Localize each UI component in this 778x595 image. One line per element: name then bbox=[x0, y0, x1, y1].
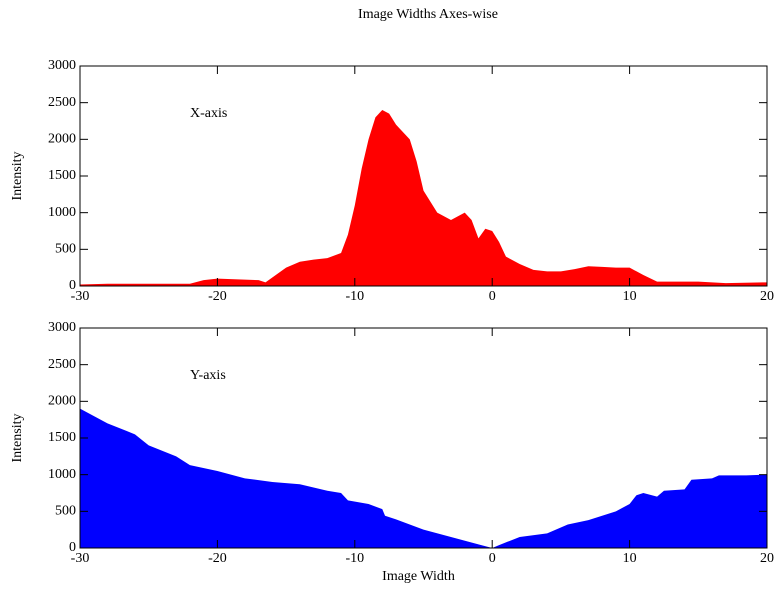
y-tick-label: 0 bbox=[69, 278, 76, 293]
x-tick-label: -20 bbox=[208, 551, 227, 566]
figure-title: Image Widths Axes-wise bbox=[358, 7, 498, 22]
annotation: X-axis bbox=[190, 106, 227, 121]
area bbox=[80, 408, 767, 548]
x-tick-label: 0 bbox=[489, 551, 496, 566]
y-tick-label: 0 bbox=[69, 540, 76, 555]
x-tick-label: -20 bbox=[208, 289, 227, 304]
y-tick-label: 1000 bbox=[48, 205, 76, 220]
y-tick-label: 500 bbox=[55, 504, 76, 519]
x-tick-label: -10 bbox=[345, 289, 364, 304]
y-tick-label: 1500 bbox=[48, 430, 76, 445]
x-tick-label: -10 bbox=[345, 551, 364, 566]
x-tick-label: -30 bbox=[71, 551, 90, 566]
y-tick-label: 2000 bbox=[48, 394, 76, 409]
x-tick-label: 20 bbox=[760, 551, 774, 566]
y-tick-label: 2000 bbox=[48, 132, 76, 147]
y-tick-label: 500 bbox=[55, 242, 76, 257]
area bbox=[80, 110, 767, 286]
x-tick-label: 10 bbox=[623, 289, 637, 304]
y-tick-label: 2500 bbox=[48, 357, 76, 372]
y-tick-label: 3000 bbox=[48, 320, 76, 335]
y-tick-label: 1000 bbox=[48, 467, 76, 482]
x-tick-label: 20 bbox=[760, 289, 774, 304]
x-tick-label: -30 bbox=[71, 289, 90, 304]
x-tick-label: 0 bbox=[489, 289, 496, 304]
y-tick-label: 1500 bbox=[48, 168, 76, 183]
x-tick-label: 10 bbox=[623, 551, 637, 566]
annotation: Y-axis bbox=[190, 368, 226, 383]
y-axis-label: Intensity bbox=[10, 152, 25, 201]
y-tick-label: 2500 bbox=[48, 95, 76, 110]
x-axis-label: Image Width bbox=[382, 569, 455, 584]
y-axis-label: Intensity bbox=[10, 414, 25, 463]
y-tick-label: 3000 bbox=[48, 58, 76, 73]
